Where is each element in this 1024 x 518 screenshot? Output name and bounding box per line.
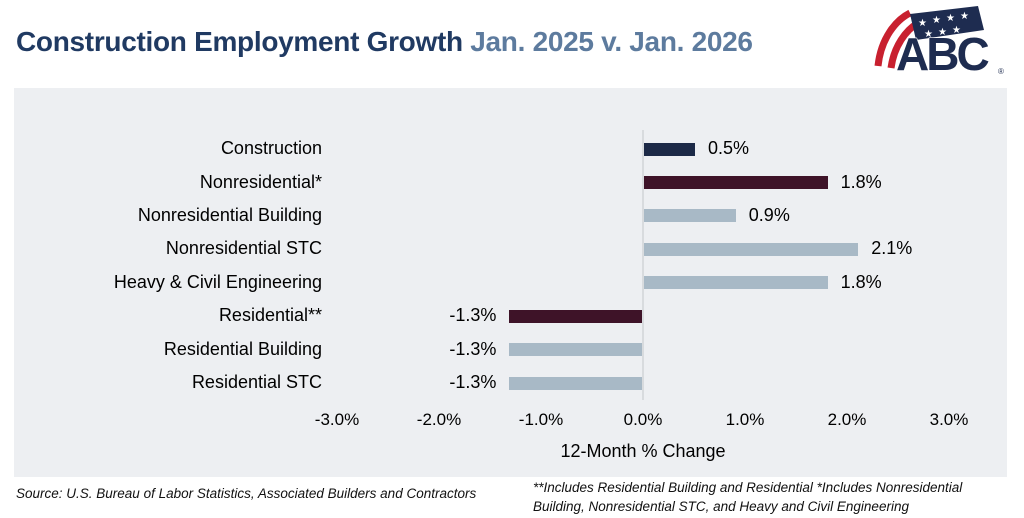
x-axis-tick-label: -1.0% xyxy=(518,410,564,429)
category-label: Heavy & Civil Engineering xyxy=(113,271,322,292)
page-title-main: Construction Employment Growth xyxy=(16,26,463,57)
x-axis-tick-label: 1.0% xyxy=(725,410,765,429)
category-label: Residential STC xyxy=(191,372,322,393)
category-label: Residential Building xyxy=(163,338,322,359)
value-label: -1.3% xyxy=(449,305,497,326)
value-label: -1.3% xyxy=(449,338,497,359)
bar xyxy=(644,176,828,189)
bar xyxy=(644,276,828,290)
bar xyxy=(644,142,695,156)
logo-registered-mark: ® xyxy=(998,67,1004,76)
flag-stars-icon: ★ ★ ★ ★ ★ ★ ★ xyxy=(910,6,984,40)
category-label: Nonresidential Building xyxy=(137,204,322,225)
value-label: 1.8% xyxy=(840,271,882,292)
category-label: Residential** xyxy=(218,305,322,326)
bar-chart: Construction 0.5% Nonresidential* 1.8% Nonre… xyxy=(14,88,1007,477)
flag-star: ★ xyxy=(946,13,955,24)
flag-star: ★ xyxy=(924,29,933,40)
x-axis-tick-label: -3.0% xyxy=(314,410,360,429)
x-axis-tick-label: -2.0% xyxy=(416,410,462,429)
page-title: Construction Employment Growth Jan. 2025… xyxy=(16,26,753,58)
value-label: 1.8% xyxy=(840,171,882,192)
x-axis-tick-label: 3.0% xyxy=(929,410,969,429)
flag-stripe-outer xyxy=(874,9,912,67)
flag-canton xyxy=(910,6,984,40)
category-label: Nonresidential STC xyxy=(165,238,322,259)
x-axis-tick-label: 0.0% xyxy=(623,410,663,429)
page-title-period: Jan. 2025 v. Jan. 2026 xyxy=(462,26,753,57)
source-note: Source: U.S. Bureau of Labor Statistics,… xyxy=(16,486,477,501)
bar xyxy=(644,242,859,256)
zero-axis-line xyxy=(642,130,644,400)
flag-star: ★ xyxy=(918,18,927,29)
value-label: -1.3% xyxy=(449,372,497,393)
flag-star: ★ xyxy=(960,11,969,22)
bar xyxy=(644,209,736,223)
bar xyxy=(509,376,642,390)
value-label: 0.5% xyxy=(708,138,750,158)
value-label: 2.1% xyxy=(871,238,913,259)
flag-star: ★ xyxy=(952,25,961,36)
bar xyxy=(509,309,642,323)
logo-text: ABC xyxy=(896,28,988,80)
x-axis-tick-label: 2.0% xyxy=(827,410,867,429)
x-axis-title: 12-Month % Change xyxy=(560,441,726,461)
category-label: Construction xyxy=(220,138,322,158)
abc-logo: ★ ★ ★ ★ ★ ★ ★ ABC ® xyxy=(874,6,1004,80)
chart-panel: Construction 0.5% Nonresidential* 1.8% Nonre… xyxy=(14,88,1007,477)
flag-star: ★ xyxy=(938,27,947,38)
bar xyxy=(509,343,642,357)
value-label: 0.9% xyxy=(748,204,790,225)
flag-star: ★ xyxy=(932,15,941,26)
footnote: **Includes Residential Building and Resi… xyxy=(533,480,963,514)
category-label: Nonresidential* xyxy=(199,171,322,192)
